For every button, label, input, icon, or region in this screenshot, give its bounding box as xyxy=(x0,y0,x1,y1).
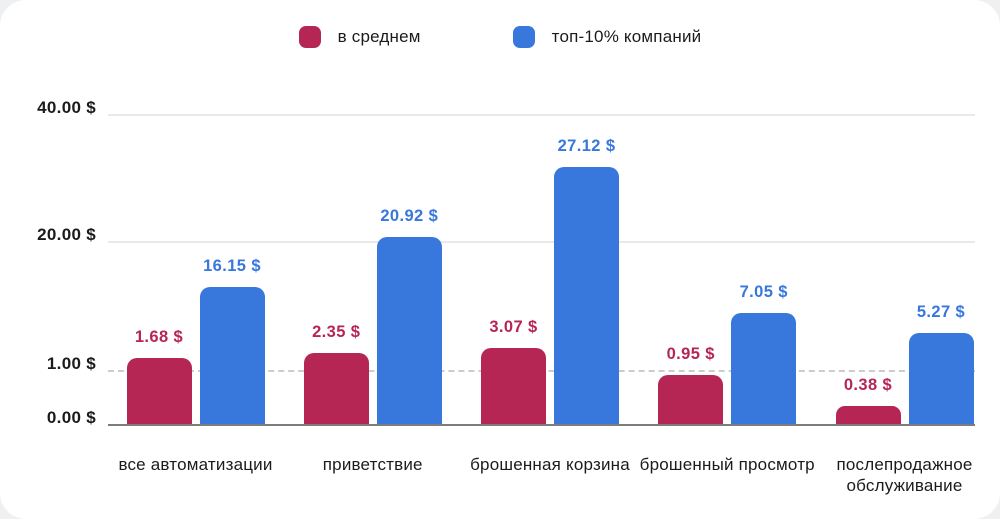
bar-top10-5[interactable] xyxy=(908,333,974,424)
bar-value-average-2: 2.35 $ xyxy=(312,323,361,341)
bar-value-top10-3: 27.12 $ xyxy=(557,137,616,155)
x-category-label-4: брошенный просмотр xyxy=(639,455,815,474)
bar-value-top10-4: 7.05 $ xyxy=(739,283,788,301)
bar-top10-1[interactable] xyxy=(199,287,265,424)
bar-value-average-1: 1.68 $ xyxy=(134,328,184,346)
x-category-label-5: послепродажное обслуживание xyxy=(836,455,973,495)
bar-average-2[interactable] xyxy=(303,353,369,424)
bar-value-average-4: 0.95 $ xyxy=(666,345,715,363)
gridline-40 xyxy=(108,114,975,116)
bar-average-3[interactable] xyxy=(481,348,546,424)
y-tick-label-40: 40.00 $ xyxy=(37,98,96,117)
bar-top10-4[interactable] xyxy=(731,313,797,424)
y-tick-label-1: 1.00 $ xyxy=(46,354,96,373)
bar-top10-3[interactable] xyxy=(554,167,619,424)
y-tick-label-0: 0.00 $ xyxy=(46,408,96,427)
bar-average-1[interactable] xyxy=(126,358,192,424)
bar-value-top10-5: 5.27 $ xyxy=(916,303,966,321)
legend-item-top10[interactable]: топ-10% компаний xyxy=(512,26,702,48)
bar-value-average-3: 3.07 $ xyxy=(489,318,538,336)
legend-label-average: в среднем xyxy=(337,27,421,46)
bar-average-5[interactable] xyxy=(835,406,901,424)
x-axis-line xyxy=(108,424,975,426)
legend-item-average[interactable]: в среднем xyxy=(298,26,421,48)
y-tick-label-20: 20.00 $ xyxy=(37,225,96,244)
bar-average-4[interactable] xyxy=(658,375,724,424)
x-category-label-2: приветствие xyxy=(322,455,423,474)
x-category-label-1: все автоматизации xyxy=(118,455,273,474)
bar-value-top10-1: 16.15 $ xyxy=(203,257,261,275)
legend: в среднем топ-10% компаний xyxy=(0,26,1000,48)
gridline-20 xyxy=(108,241,975,243)
legend-label-top10: топ-10% компаний xyxy=(551,27,702,46)
bar-top10-2[interactable] xyxy=(376,237,442,424)
legend-swatch-top10-icon xyxy=(512,26,535,48)
bar-value-average-5: 0.38 $ xyxy=(843,376,893,394)
bar-value-top10-2: 20.92 $ xyxy=(380,207,439,225)
x-category-label-3: брошенная корзина xyxy=(470,455,630,474)
legend-swatch-average-icon xyxy=(298,26,321,48)
